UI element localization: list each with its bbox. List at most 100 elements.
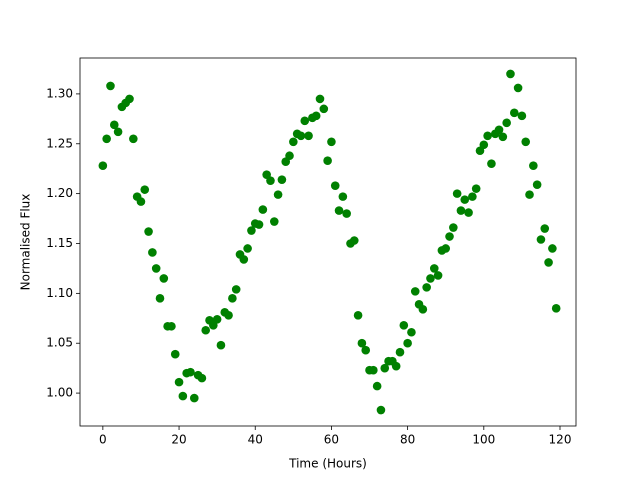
point	[319, 104, 329, 114]
point	[349, 236, 359, 245]
point	[151, 264, 161, 273]
point	[186, 367, 195, 377]
point	[536, 235, 546, 244]
point	[98, 161, 108, 171]
point	[502, 118, 511, 128]
point	[311, 111, 321, 121]
point	[487, 159, 496, 169]
point	[148, 248, 157, 257]
point	[212, 314, 222, 324]
point	[289, 137, 298, 147]
point	[140, 185, 150, 194]
point	[109, 120, 119, 130]
point	[327, 137, 336, 147]
point	[410, 287, 420, 296]
point	[304, 131, 313, 141]
point	[468, 192, 477, 201]
point	[445, 232, 454, 241]
point	[471, 184, 481, 193]
point	[254, 220, 264, 229]
point	[228, 294, 237, 303]
x-tick-label: 20	[171, 433, 186, 447]
point	[273, 190, 283, 199]
point	[247, 226, 256, 235]
point	[197, 373, 207, 383]
point	[201, 325, 211, 335]
point	[544, 258, 553, 267]
point	[422, 283, 431, 292]
point	[376, 405, 386, 415]
point	[357, 338, 367, 348]
point	[266, 176, 275, 185]
point	[532, 180, 542, 189]
point	[159, 274, 169, 283]
point	[216, 340, 226, 350]
point	[239, 255, 249, 264]
point	[449, 223, 458, 232]
y-tick-label: 1.30	[46, 86, 73, 100]
point	[224, 311, 233, 320]
point	[464, 208, 473, 217]
point	[509, 108, 519, 118]
point	[479, 140, 489, 150]
point	[102, 134, 111, 144]
point	[361, 345, 371, 355]
x-tick-label: 100	[472, 433, 495, 447]
x-tick-label: 40	[248, 433, 263, 447]
point	[189, 393, 199, 403]
point	[391, 361, 401, 371]
point	[433, 271, 443, 280]
point	[483, 131, 492, 141]
point	[380, 363, 390, 373]
point	[441, 244, 451, 253]
point	[548, 244, 557, 253]
point	[460, 195, 470, 204]
point	[407, 327, 416, 337]
point	[521, 137, 531, 147]
point	[529, 161, 538, 171]
point	[369, 365, 378, 375]
point	[178, 391, 188, 401]
point	[551, 304, 561, 313]
point	[517, 111, 527, 121]
point	[334, 206, 344, 215]
y-tick-label: 1.25	[46, 136, 73, 150]
y-tick-label: 1.20	[46, 186, 73, 200]
x-tick-label: 0	[99, 433, 107, 447]
point	[113, 127, 123, 137]
point	[452, 189, 462, 198]
point	[338, 192, 348, 201]
point	[155, 294, 165, 303]
point	[418, 305, 428, 314]
point	[353, 311, 363, 320]
point	[525, 190, 534, 199]
point	[231, 285, 241, 294]
point	[243, 244, 252, 253]
point	[174, 377, 184, 387]
point	[106, 81, 115, 91]
point	[167, 321, 176, 331]
y-axis-label: Normalised Flux	[19, 194, 33, 291]
point	[513, 83, 523, 93]
point	[300, 116, 310, 126]
point	[129, 134, 138, 144]
point	[395, 347, 405, 357]
y-tick-label: 1.15	[46, 236, 73, 250]
point	[540, 224, 550, 233]
point	[323, 156, 332, 166]
point	[399, 320, 409, 330]
point	[125, 94, 134, 104]
y-tick-label: 1.10	[46, 286, 73, 300]
point	[403, 338, 412, 348]
point	[296, 131, 306, 141]
x-tick-label: 80	[400, 433, 415, 447]
point	[258, 205, 268, 214]
x-axis-label: Time (Hours)	[288, 457, 367, 471]
point	[506, 69, 515, 79]
point	[342, 209, 351, 218]
point	[330, 181, 340, 190]
y-tick-label: 1.00	[46, 386, 73, 400]
point	[277, 175, 287, 184]
